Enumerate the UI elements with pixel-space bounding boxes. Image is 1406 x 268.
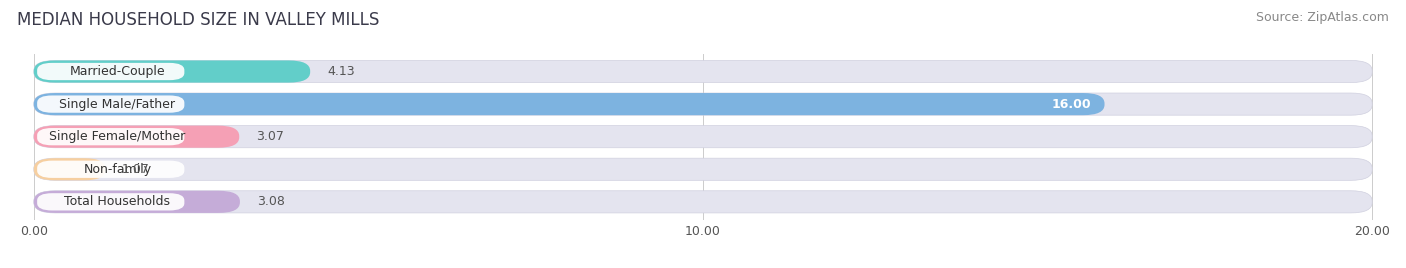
FancyBboxPatch shape [34,191,1372,213]
FancyBboxPatch shape [37,193,184,210]
FancyBboxPatch shape [34,126,1372,148]
FancyBboxPatch shape [34,93,1105,115]
FancyBboxPatch shape [37,128,184,145]
FancyBboxPatch shape [34,61,1372,83]
FancyBboxPatch shape [34,126,239,148]
Text: 16.00: 16.00 [1052,98,1091,111]
Text: Source: ZipAtlas.com: Source: ZipAtlas.com [1256,11,1389,24]
Text: 4.13: 4.13 [328,65,354,78]
FancyBboxPatch shape [34,158,1372,180]
Text: 3.07: 3.07 [256,130,284,143]
FancyBboxPatch shape [34,191,240,213]
Text: Total Households: Total Households [65,195,170,208]
FancyBboxPatch shape [37,95,184,113]
FancyBboxPatch shape [34,93,1372,115]
FancyBboxPatch shape [34,158,105,180]
FancyBboxPatch shape [37,63,184,80]
Text: Married-Couple: Married-Couple [70,65,166,78]
FancyBboxPatch shape [34,61,311,83]
Text: 1.07: 1.07 [122,163,150,176]
Text: Single Male/Father: Single Male/Father [59,98,176,111]
Text: 3.08: 3.08 [257,195,284,208]
FancyBboxPatch shape [37,161,184,178]
Text: Non-family: Non-family [83,163,152,176]
Text: Single Female/Mother: Single Female/Mother [49,130,186,143]
Text: MEDIAN HOUSEHOLD SIZE IN VALLEY MILLS: MEDIAN HOUSEHOLD SIZE IN VALLEY MILLS [17,11,380,29]
